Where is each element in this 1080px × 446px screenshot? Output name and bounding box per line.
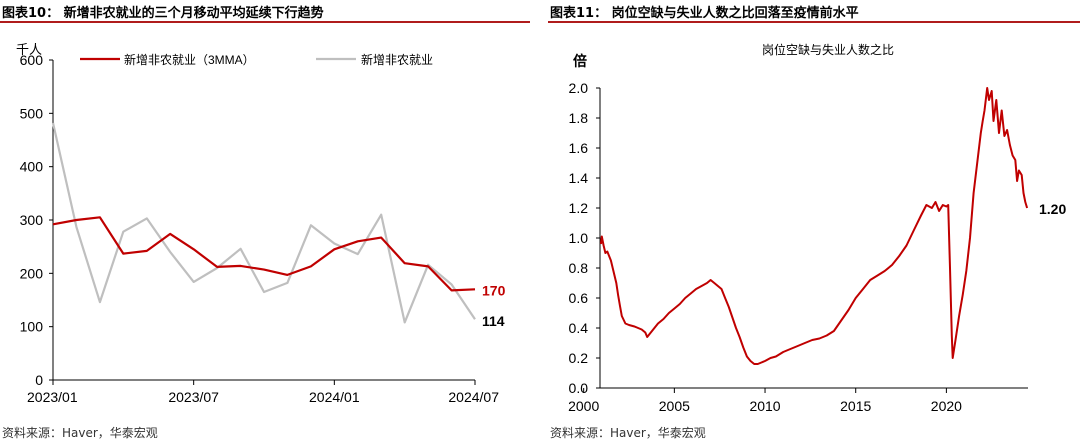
series-line-ratio [599,87,1029,365]
x-tick-label: 2015 [840,398,871,414]
y-tick-label: 300 [20,212,44,228]
legend-label-monthly: 新增非农就业 [361,52,433,67]
y-tick-label: 1.4 [569,170,589,186]
legend-label-3mma: 新增非农就业（3MMA） [124,52,255,67]
y-tick-label: 100 [20,319,44,335]
y-tick-label: 500 [20,105,44,121]
right-figure-title: 图表11： 岗位空缺与失业人数之比回落至疫情前水平 [550,6,859,21]
x-tick-label: 2005 [659,398,690,414]
y-tick-label: 1.6 [569,140,589,156]
y-tick-label: 0 [35,372,43,388]
x-tick-label: 2000 [568,398,599,414]
x-tick-label: 2024/01 [309,389,360,405]
end-label-monthly: 114 [482,313,505,329]
right-source: 资料来源：Haver，华泰宏观 [550,426,706,440]
y-tick-label: 1.0 [569,230,589,246]
x-tick-label: 2020 [931,398,962,414]
x-tick-label: 2010 [749,398,780,414]
y-tick-label: 1.8 [569,110,589,126]
y-tick-label: 600 [20,52,44,68]
right-title-rule [548,21,1080,23]
end-label-3mma: 170 [482,282,506,298]
x-tick-label: 2024/07 [448,389,499,405]
y-tick-label: 0.4 [569,320,589,336]
y-tick-label: 0.2 [569,350,589,366]
y-tick-label: 0.6 [569,290,589,306]
y-tick-label: 2.0 [569,80,589,96]
left-source: 资料来源：Haver，华泰宏观 [2,426,158,440]
y-tick-label: 0.8 [569,260,589,276]
x-tick-label: 2023/01 [27,389,78,405]
left-figure: 图表10： 新增非农就业的三个月移动平均延续下行趋势 0 100 200 300 400… [0,0,530,446]
x-tick-label: 2023/07 [168,389,219,405]
series-line-3mma [52,216,476,292]
y-tick-label: 1.2 [569,200,589,216]
end-label-ratio: 1.20 [1039,201,1066,217]
left-figure-title: 图表10： 新增非农就业的三个月移动平均延续下行趋势 [2,6,324,21]
left-title-rule [0,21,530,23]
right-figure: 图表11： 岗位空缺与失业人数之比回落至疫情前水平 岗位空缺与失业人数之比倍 0.… [548,0,1080,446]
y-tick-label: 200 [20,265,44,281]
chart-title: 岗位空缺与失业人数之比 [762,42,894,57]
y-tick-label: 400 [20,159,44,175]
series-line-monthly [51,122,476,324]
y-unit-label: 倍 [573,53,587,69]
y-tick-label: 0.0 [569,380,589,396]
y-unit-label: 千人 [16,42,42,57]
